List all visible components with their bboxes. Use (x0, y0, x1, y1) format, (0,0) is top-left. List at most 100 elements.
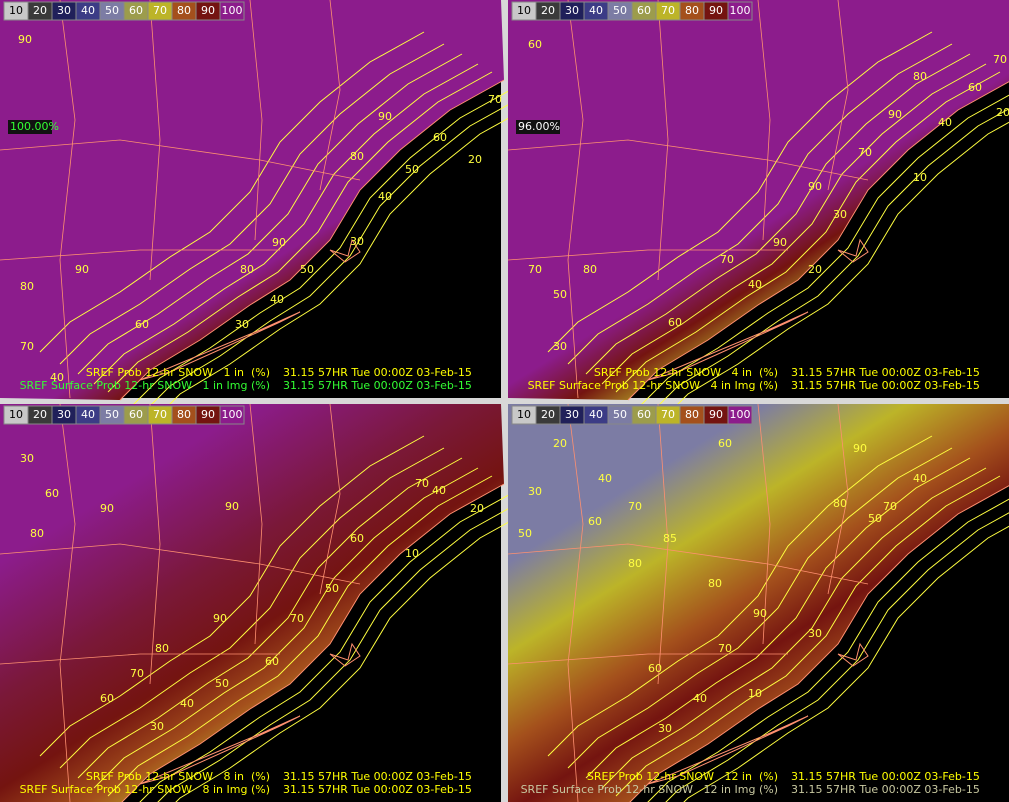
contour-line (647, 108, 1009, 417)
legend-label: 20 (541, 408, 555, 421)
contour-label: 50 (868, 512, 882, 525)
contour-label: 50 (215, 677, 229, 690)
state-border (319, 0, 341, 191)
contour-line (683, 525, 1009, 802)
state-border (507, 653, 788, 665)
legend-label: 90 (201, 408, 215, 421)
legend-label: 10 (9, 408, 23, 421)
cape-cod (837, 238, 869, 263)
contour-line (547, 435, 933, 757)
contour-line (615, 475, 1001, 797)
land-field (508, 0, 1009, 400)
contour-label: 70 (718, 642, 732, 655)
contour-label: 90 (378, 110, 392, 123)
caption-time: 31.15 57HR Tue 00:00Z 03-Feb-15 (283, 770, 472, 783)
legend-label: 50 (105, 4, 119, 17)
contour-line (175, 507, 535, 802)
legend-label: 40 (81, 408, 95, 421)
legend-label: 30 (57, 408, 71, 421)
legend-label: 10 (517, 4, 531, 17)
contour-label: 80 (20, 280, 34, 293)
long-island (139, 311, 301, 381)
contour-label: 40 (432, 484, 446, 497)
contour-label: 50 (405, 163, 419, 176)
state-border (0, 249, 280, 261)
caption-product: SREF Prob 12-hr SNOW 4 in (%) (594, 366, 778, 379)
caption-time: 31.15 57HR Tue 00:00Z 03-Feb-15 (283, 783, 472, 796)
contour-label: 70 (20, 340, 34, 353)
contour-label: 90 (753, 607, 767, 620)
land-field (508, 404, 1009, 802)
legend-label: 50 (613, 408, 627, 421)
contour-label: 90 (808, 180, 822, 193)
legend-label: 30 (565, 408, 579, 421)
caption-time: 31.15 57HR Tue 00:00Z 03-Feb-15 (791, 366, 980, 379)
contour-line (665, 512, 1009, 802)
contour-label: 20 (468, 153, 482, 166)
caption-product: SREF Surface Prob 12-hr SNOW 1 in Img (%… (20, 379, 270, 392)
state-border (149, 403, 161, 685)
contour-line (601, 63, 987, 385)
contour-label: 90 (225, 500, 239, 513)
state-border (657, 0, 669, 281)
contour-line (657, 121, 1009, 425)
contour-line (139, 491, 515, 802)
legend-label: 100 (222, 4, 243, 17)
contour-label: 40 (748, 278, 762, 291)
cape-cod (837, 642, 869, 667)
contour-label: 10 (748, 687, 762, 700)
legend-swatch (219, 405, 245, 425)
state-border (507, 139, 869, 181)
contour-label: 80 (833, 497, 847, 510)
contour-label: 85 (663, 532, 677, 545)
state-border (507, 543, 869, 585)
legend-label: 70 (661, 4, 675, 17)
legend-label: 60 (637, 4, 651, 17)
land-field (0, 404, 504, 802)
contour-label: 40 (270, 293, 284, 306)
caption-product: SREF Prob 12-hr SNOW 12 in (%) (587, 770, 778, 783)
contour-label: 90 (773, 236, 787, 249)
legend-label: 70 (153, 408, 167, 421)
contour-line (107, 71, 493, 393)
contour-label: 90 (272, 236, 286, 249)
contour-label: 30 (833, 208, 847, 221)
contour-label: 20 (808, 263, 822, 276)
state-border (827, 0, 849, 191)
contour-label: 40 (50, 371, 64, 384)
contour-label: 30 (658, 722, 672, 735)
caption-time: 31.15 57HR Tue 00:00Z 03-Feb-15 (283, 366, 472, 379)
state-border (757, 403, 771, 645)
legend-label: 40 (589, 4, 603, 17)
legend: 10 20 30 40 50 60 70 80 90 100 (511, 405, 753, 425)
coastline (121, 483, 505, 802)
contour-label: 30 (808, 627, 822, 640)
legend-label: 20 (33, 4, 47, 17)
contour-line (615, 71, 1001, 393)
state-border (657, 403, 669, 685)
contour-label: 60 (718, 437, 732, 450)
contour-label: 30 (235, 318, 249, 331)
contour-label: 30 (553, 340, 567, 353)
state-border (0, 139, 361, 181)
contour-line (77, 457, 463, 779)
legend-label: 30 (57, 4, 71, 17)
contour-label: 30 (20, 452, 34, 465)
contour-label: 70 (883, 500, 897, 513)
contour-label: 70 (130, 667, 144, 680)
legend-label: 30 (565, 4, 579, 17)
contour-label: 80 (30, 527, 44, 540)
legend-label: 40 (589, 408, 603, 421)
contour-label: 70 (528, 263, 542, 276)
contour-label: 40 (913, 472, 927, 485)
legend-label: 40 (81, 4, 95, 17)
contour-line (647, 498, 1009, 802)
caption-product: SREF Surface Prob 12-hr SNOW 12 in Img (… (521, 783, 778, 796)
contour-label: 60 (433, 131, 447, 144)
contour-line (93, 63, 479, 385)
legend-label: 100 (222, 408, 243, 421)
caption-time: 31.15 57HR Tue 00:00Z 03-Feb-15 (283, 379, 472, 392)
contour-line (567, 447, 953, 769)
contour-label: 90 (18, 33, 32, 46)
contour-label: 40 (180, 697, 194, 710)
